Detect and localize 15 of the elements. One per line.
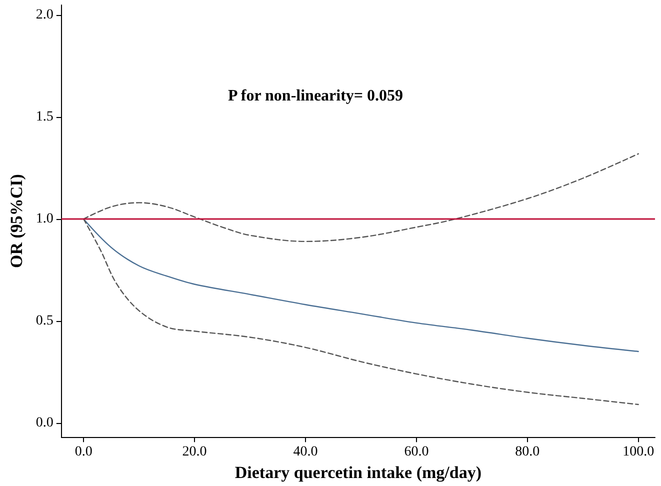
x-tick-label: 100.0: [622, 444, 654, 460]
x-tick-label: 60.0: [404, 444, 429, 460]
y-tick-label: 1.5: [36, 110, 54, 125]
annotation: P for non-linearity= 0.059: [228, 88, 404, 104]
x-tick-label: 40.0: [293, 444, 318, 460]
x-tick-label: 80.0: [515, 444, 540, 460]
line-series: [82, 218, 639, 352]
x-tick-label: 20.0: [182, 444, 207, 460]
y-axis-title: OR (95%CI): [7, 174, 26, 268]
x-tick-label: 0.0: [74, 444, 92, 460]
y-tick-label: 2.0: [36, 8, 54, 23]
y-tick-label: 0.5: [36, 313, 54, 328]
y-tick-label: 0.0: [36, 415, 54, 430]
y-tick-label: 1.0: [36, 212, 54, 227]
x-axis-title: Dietary quercetin intake (mg/day): [234, 463, 482, 482]
